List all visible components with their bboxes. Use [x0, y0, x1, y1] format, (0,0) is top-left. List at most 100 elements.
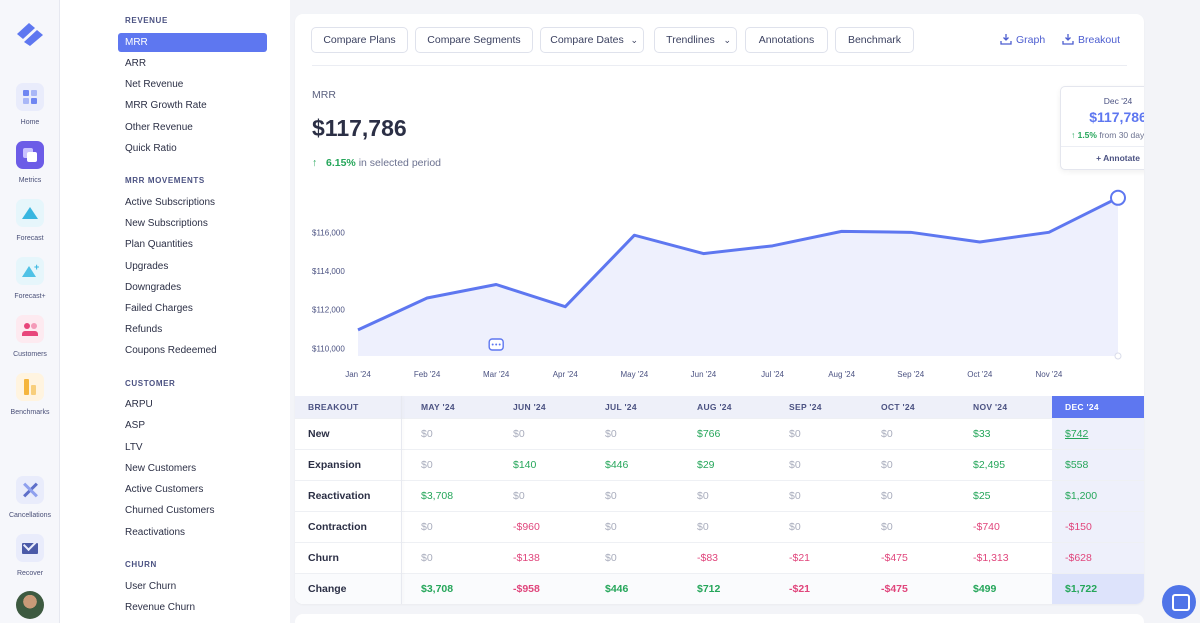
table-cell[interactable]: $0	[881, 521, 893, 533]
rail-home[interactable]: Home	[0, 83, 60, 126]
sidebar-item-mrr[interactable]: MRR	[118, 33, 267, 52]
graph-button[interactable]: Graph	[1000, 33, 1045, 46]
rail-benchmarks[interactable]: Benchmarks	[0, 373, 60, 416]
data-point[interactable]	[563, 305, 567, 309]
benchmark-button[interactable]: Benchmark	[835, 27, 914, 53]
rail-customers[interactable]: Customers	[0, 315, 60, 358]
table-cell[interactable]: $712	[697, 583, 721, 595]
sidebar-item-other-revenue[interactable]: Other Revenue	[125, 122, 193, 133]
data-point[interactable]	[840, 229, 844, 233]
table-cell[interactable]: $0	[697, 521, 709, 533]
sidebar-item-failed-charges[interactable]: Failed Charges	[125, 303, 193, 314]
table-cell[interactable]: -$138	[513, 552, 540, 564]
table-cell[interactable]: $1,200	[1065, 490, 1098, 502]
table-cell[interactable]: $0	[605, 552, 617, 564]
table-cell[interactable]: -$958	[513, 583, 540, 595]
table-cell[interactable]: $3,708	[421, 583, 454, 595]
table-cell[interactable]: $766	[697, 428, 721, 440]
rail-cancellations[interactable]: Cancellations	[0, 476, 60, 519]
sidebar-item-refunds[interactable]: Refunds	[125, 324, 163, 335]
annotate-button[interactable]: + Annotate	[1061, 146, 1144, 163]
table-cell[interactable]: $0	[513, 490, 525, 502]
sidebar-item-reactivations[interactable]: Reactivations	[125, 527, 186, 538]
table-cell[interactable]: $558	[1065, 459, 1089, 471]
compare-plans-button[interactable]: Compare Plans	[311, 27, 408, 53]
table-cell[interactable]: $0	[605, 521, 617, 533]
rail-forecast[interactable]: Forecast	[0, 199, 60, 242]
data-point[interactable]	[771, 244, 775, 248]
table-cell[interactable]: $0	[605, 490, 617, 502]
table-cell[interactable]: -$475	[881, 552, 908, 564]
annotation-comment-icon[interactable]	[488, 338, 504, 351]
table-cell[interactable]: -$21	[789, 583, 811, 595]
table-cell[interactable]: $1,722	[1065, 583, 1098, 595]
series-line[interactable]	[357, 196, 1119, 332]
table-cell[interactable]: $499	[973, 583, 997, 595]
table-cell[interactable]: $0	[881, 490, 893, 502]
sidebar-item-churned-customers[interactable]: Churned Customers	[125, 505, 215, 516]
table-cell[interactable]: -$475	[881, 583, 908, 595]
annotations-button[interactable]: Annotations	[745, 27, 828, 53]
mrr-chart[interactable]: $110,000 $112,000 $114,000 $116,000 Jan '24 F…	[295, 184, 1144, 384]
table-cell[interactable]: $25	[973, 490, 991, 502]
table-cell[interactable]: $0	[421, 459, 433, 471]
sidebar-item-downgrades[interactable]: Downgrades	[125, 282, 182, 293]
table-cell[interactable]: $3,708	[421, 490, 454, 502]
user-avatar[interactable]	[16, 591, 44, 619]
table-cell[interactable]: $0	[789, 459, 801, 471]
data-point[interactable]	[701, 252, 705, 256]
table-cell[interactable]: -$83	[697, 552, 719, 564]
compare-segments-button[interactable]: Compare Segments	[415, 27, 533, 53]
data-point[interactable]	[1110, 189, 1126, 206]
sidebar-item-net-revenue[interactable]: Net Revenue	[125, 79, 184, 90]
sidebar-item-new-subscriptions[interactable]: New Subscriptions	[125, 218, 208, 229]
sidebar-item-mrr-growth-rate[interactable]: MRR Growth Rate	[125, 100, 207, 111]
table-cell[interactable]: $0	[789, 490, 801, 502]
table-cell[interactable]: $0	[421, 552, 433, 564]
rail-forecast-plus[interactable]: + Forecast+	[0, 257, 60, 300]
logo-icon[interactable]	[15, 20, 45, 48]
sidebar-item-revenue-churn[interactable]: Revenue Churn	[125, 602, 196, 613]
data-point[interactable]	[978, 240, 982, 244]
table-cell[interactable]: $0	[789, 428, 801, 440]
rail-recover[interactable]: Recover	[0, 534, 60, 577]
sidebar-item-coupons-redeemed[interactable]: Coupons Redeemed	[125, 345, 217, 356]
sidebar-item-new-customers[interactable]: New Customers	[125, 463, 197, 474]
table-cell[interactable]: -$960	[513, 521, 540, 533]
data-point[interactable]	[356, 328, 360, 332]
table-cell[interactable]: $446	[605, 583, 629, 595]
trendlines-button[interactable]: Trendlines ⌄	[654, 27, 737, 53]
data-point[interactable]	[632, 233, 636, 237]
table-cell[interactable]: $2,495	[973, 459, 1006, 471]
rail-metrics[interactable]: Metrics	[0, 141, 60, 184]
table-cell[interactable]: -$1,313	[973, 552, 1009, 564]
table-cell[interactable]: $742	[1065, 428, 1089, 440]
sidebar-item-upgrades[interactable]: Upgrades	[125, 261, 169, 272]
table-cell[interactable]: $0	[421, 521, 433, 533]
table-cell[interactable]: $0	[881, 428, 893, 440]
table-cell[interactable]: -$150	[1065, 521, 1092, 533]
sidebar-item-asp[interactable]: ASP	[125, 420, 146, 431]
table-cell[interactable]: $0	[421, 428, 433, 440]
sidebar-item-active-customers[interactable]: Active Customers	[125, 484, 204, 495]
chat-icon[interactable]	[1162, 585, 1196, 619]
table-cell[interactable]: $0	[789, 521, 801, 533]
sidebar-item-quick-ratio[interactable]: Quick Ratio	[125, 143, 177, 154]
sidebar-item-plan-quantities[interactable]: Plan Quantities	[125, 239, 193, 250]
table-cell[interactable]: $446	[605, 459, 629, 471]
table-cell[interactable]: -$21	[789, 552, 811, 564]
sidebar-item-ltv[interactable]: LTV	[125, 442, 143, 453]
sidebar-item-arpu[interactable]: ARPU	[125, 399, 153, 410]
data-point[interactable]	[909, 230, 913, 234]
table-cell[interactable]: -$740	[973, 521, 1000, 533]
table-cell[interactable]: $33	[973, 428, 991, 440]
sidebar-item-user-churn[interactable]: User Churn	[125, 581, 177, 592]
data-point[interactable]	[425, 296, 429, 300]
breakout-button[interactable]: Breakout	[1062, 33, 1120, 46]
table-cell[interactable]: $0	[697, 490, 709, 502]
sidebar-item-arr[interactable]: ARR	[125, 58, 147, 69]
table-cell[interactable]: $29	[697, 459, 715, 471]
table-cell[interactable]: $0	[513, 428, 525, 440]
sidebar-item-active-subscriptions[interactable]: Active Subscriptions	[125, 197, 216, 208]
table-cell[interactable]: $0	[881, 459, 893, 471]
